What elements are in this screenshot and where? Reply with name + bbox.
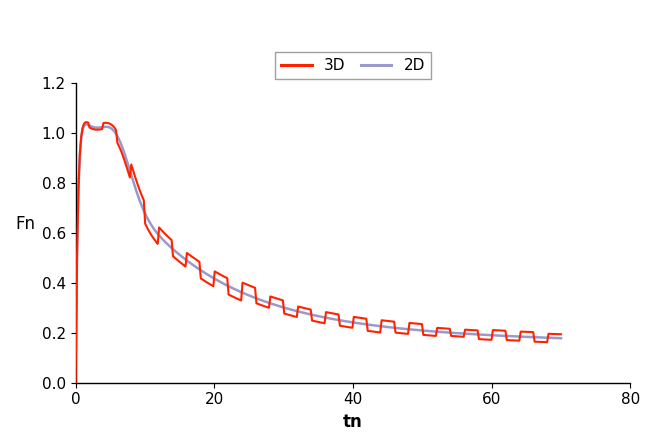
X-axis label: tn: tn bbox=[343, 413, 363, 431]
Legend: 3D, 2D: 3D, 2D bbox=[275, 52, 431, 79]
Y-axis label: Fn: Fn bbox=[15, 215, 35, 233]
